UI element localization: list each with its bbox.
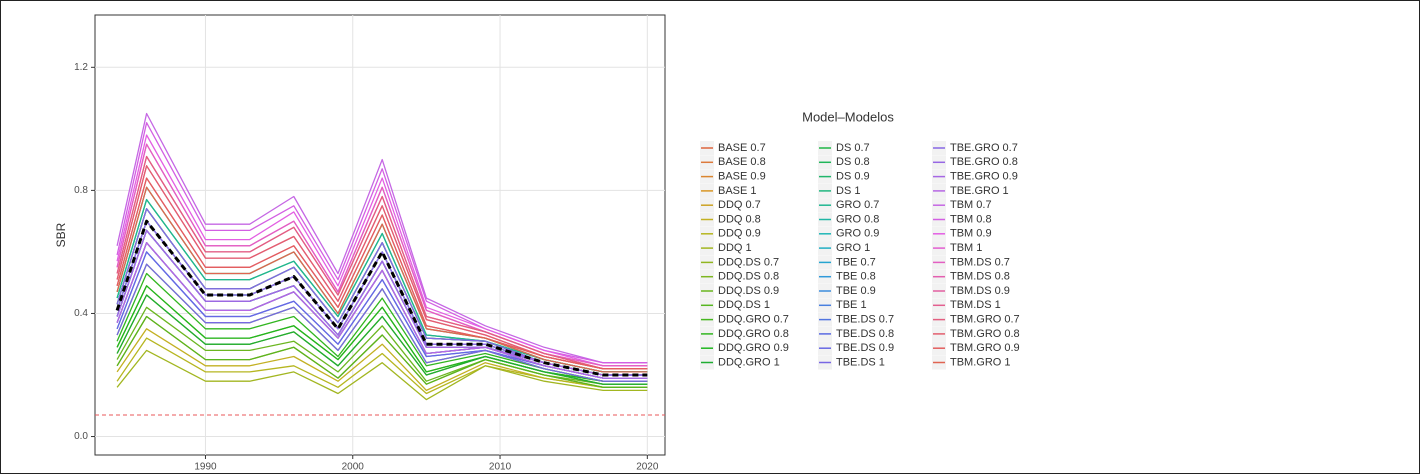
y-tick-label: 0.0 (74, 431, 88, 442)
y-tick-label: 0.4 (74, 308, 88, 319)
legend-label: GRO 0.8 (836, 213, 879, 225)
legend-label: TBE.GRO 1 (950, 185, 1009, 197)
plot-panel (94, 14, 666, 456)
legend-label: TBM.GRO 1 (950, 356, 1011, 368)
legend-label: BASE 0.7 (718, 142, 766, 154)
series-line (116, 134, 648, 367)
legend-label: GRO 0.9 (836, 228, 879, 240)
legend-label: DDQ 0.9 (718, 228, 761, 240)
legend-label: TBE 0.7 (836, 256, 876, 268)
legend-label: DDQ.GRO 1 (718, 356, 780, 368)
legend-label: DS 1 (836, 185, 860, 197)
x-tick-label: 1990 (194, 462, 217, 473)
legend-label: TBM.GRO 0.9 (950, 342, 1020, 354)
legend-label: TBE.GRO 0.7 (950, 142, 1018, 154)
legend-label: TBM.GRO 0.8 (950, 328, 1020, 340)
series-line (116, 242, 648, 379)
y-tick-label: 1.2 (74, 62, 88, 73)
legend-label: TBE.GRO 0.9 (950, 171, 1018, 183)
legend-label: DDQ.GRO 0.9 (718, 342, 789, 354)
series-line (116, 349, 648, 401)
legend-label: GRO 1 (836, 242, 870, 254)
x-tick-label: 2020 (636, 462, 659, 473)
legend-title: Model–Modelos (802, 109, 894, 124)
series-line (116, 186, 648, 373)
legend-label: TBM 0.8 (950, 213, 992, 225)
legend-label: TBE.DS 0.8 (836, 328, 894, 340)
legend-label: DS 0.9 (836, 171, 870, 183)
series-line (116, 263, 648, 382)
legend-label: TBE.DS 1 (836, 356, 885, 368)
legend-label: DS 0.8 (836, 156, 870, 168)
legend-label: TBM 0.7 (950, 199, 992, 211)
legend-label: TBM.DS 0.9 (950, 285, 1010, 297)
mean-line (115, 219, 648, 377)
legend-label: TBM.DS 0.7 (950, 256, 1010, 268)
y-axis-title: SBR (54, 222, 68, 247)
legend-label: TBE.GRO 0.8 (950, 156, 1018, 168)
legend-label: BASE 0.9 (718, 171, 766, 183)
legend-label: TBM 0.9 (950, 228, 992, 240)
series-line (116, 177, 648, 370)
y-tick-label: 0.8 (74, 185, 88, 196)
series-line (116, 337, 648, 395)
legend-label: BASE 0.8 (718, 156, 766, 168)
legend-label: DDQ.GRO 0.8 (718, 328, 789, 340)
series-line (116, 294, 648, 385)
legend-label: DDQ.DS 0.7 (718, 256, 779, 268)
legend-label: DDQ 0.8 (718, 213, 761, 225)
legend-label: TBE 0.9 (836, 285, 876, 297)
legend-label: TBM.DS 1 (950, 299, 1001, 311)
legend-label: DDQ 1 (718, 242, 752, 254)
legend-label: DDQ 0.7 (718, 199, 761, 211)
legend-label: TBE 0.8 (836, 271, 876, 283)
legend-label: DDQ.DS 0.9 (718, 285, 779, 297)
legend-label: DS 0.7 (836, 142, 870, 154)
legend-label: TBE.DS 0.7 (836, 314, 894, 326)
series-line (116, 155, 648, 370)
x-tick-label: 2000 (342, 462, 365, 473)
legend-label: BASE 1 (718, 185, 757, 197)
legend-label: DDQ.GRO 0.7 (718, 314, 789, 326)
legend-label: GRO 0.7 (836, 199, 879, 211)
x-tick-label: 2010 (489, 462, 512, 473)
legend-label: TBE.DS 0.9 (836, 342, 894, 354)
legend-label: TBM.GRO 0.7 (950, 314, 1020, 326)
legend-label: DDQ.DS 0.8 (718, 271, 779, 283)
legend-label: DDQ.DS 1 (718, 299, 770, 311)
legend-label: TBM.DS 0.8 (950, 271, 1010, 283)
series-line (116, 112, 648, 364)
series-line (116, 315, 648, 388)
legend-label: TBE 1 (836, 299, 867, 311)
legend-label: TBM 1 (950, 242, 982, 254)
